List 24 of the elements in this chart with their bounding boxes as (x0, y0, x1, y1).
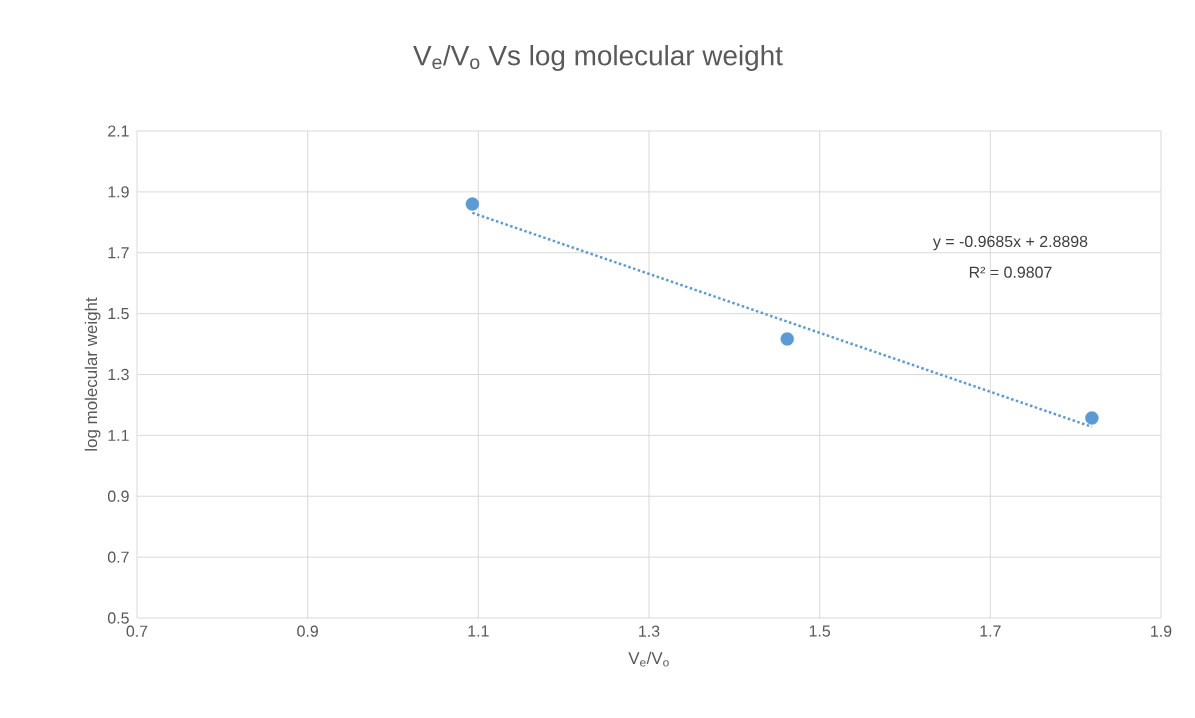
point (465, 197, 480, 211)
y-tick-label: 1.3 (108, 368, 129, 381)
x-tick-label: 1.7 (980, 625, 1001, 637)
x-tick-label: 1.1 (468, 625, 489, 637)
x-tick-label: 1.3 (639, 625, 660, 637)
y-axis-title: log molecular weight (84, 297, 101, 451)
y-tick-label: 1.9 (108, 186, 129, 198)
y-tick-label: 0.9 (107, 490, 129, 502)
y-tick-label: 1.1 (108, 429, 129, 441)
y-tick-label: 0.5 (107, 612, 129, 624)
y-tick-label: 1.5 (108, 308, 129, 320)
x-axis-title: V$_{e}$/V$_{o}$ (628, 651, 669, 667)
x-tick-label: 1.5 (809, 625, 831, 637)
y-tick-label: 0.7 (107, 551, 129, 563)
point (1085, 411, 1099, 425)
x-tick-label: 1.9 (1151, 625, 1172, 637)
annotation: R² = 0.9807 (969, 266, 1052, 278)
y-tick-label: 2.1 (108, 125, 129, 137)
chart-title: V$_{e}$/V$_{o}$ Vs log molecular weight (413, 45, 783, 71)
x-tick-label: 0.7 (126, 625, 148, 637)
y-tick-label: 1.7 (108, 247, 129, 259)
point (780, 332, 794, 346)
annotation: y = -0.9685x + 2.8898 (932, 235, 1088, 251)
x-tick-label: 0.9 (297, 625, 318, 637)
